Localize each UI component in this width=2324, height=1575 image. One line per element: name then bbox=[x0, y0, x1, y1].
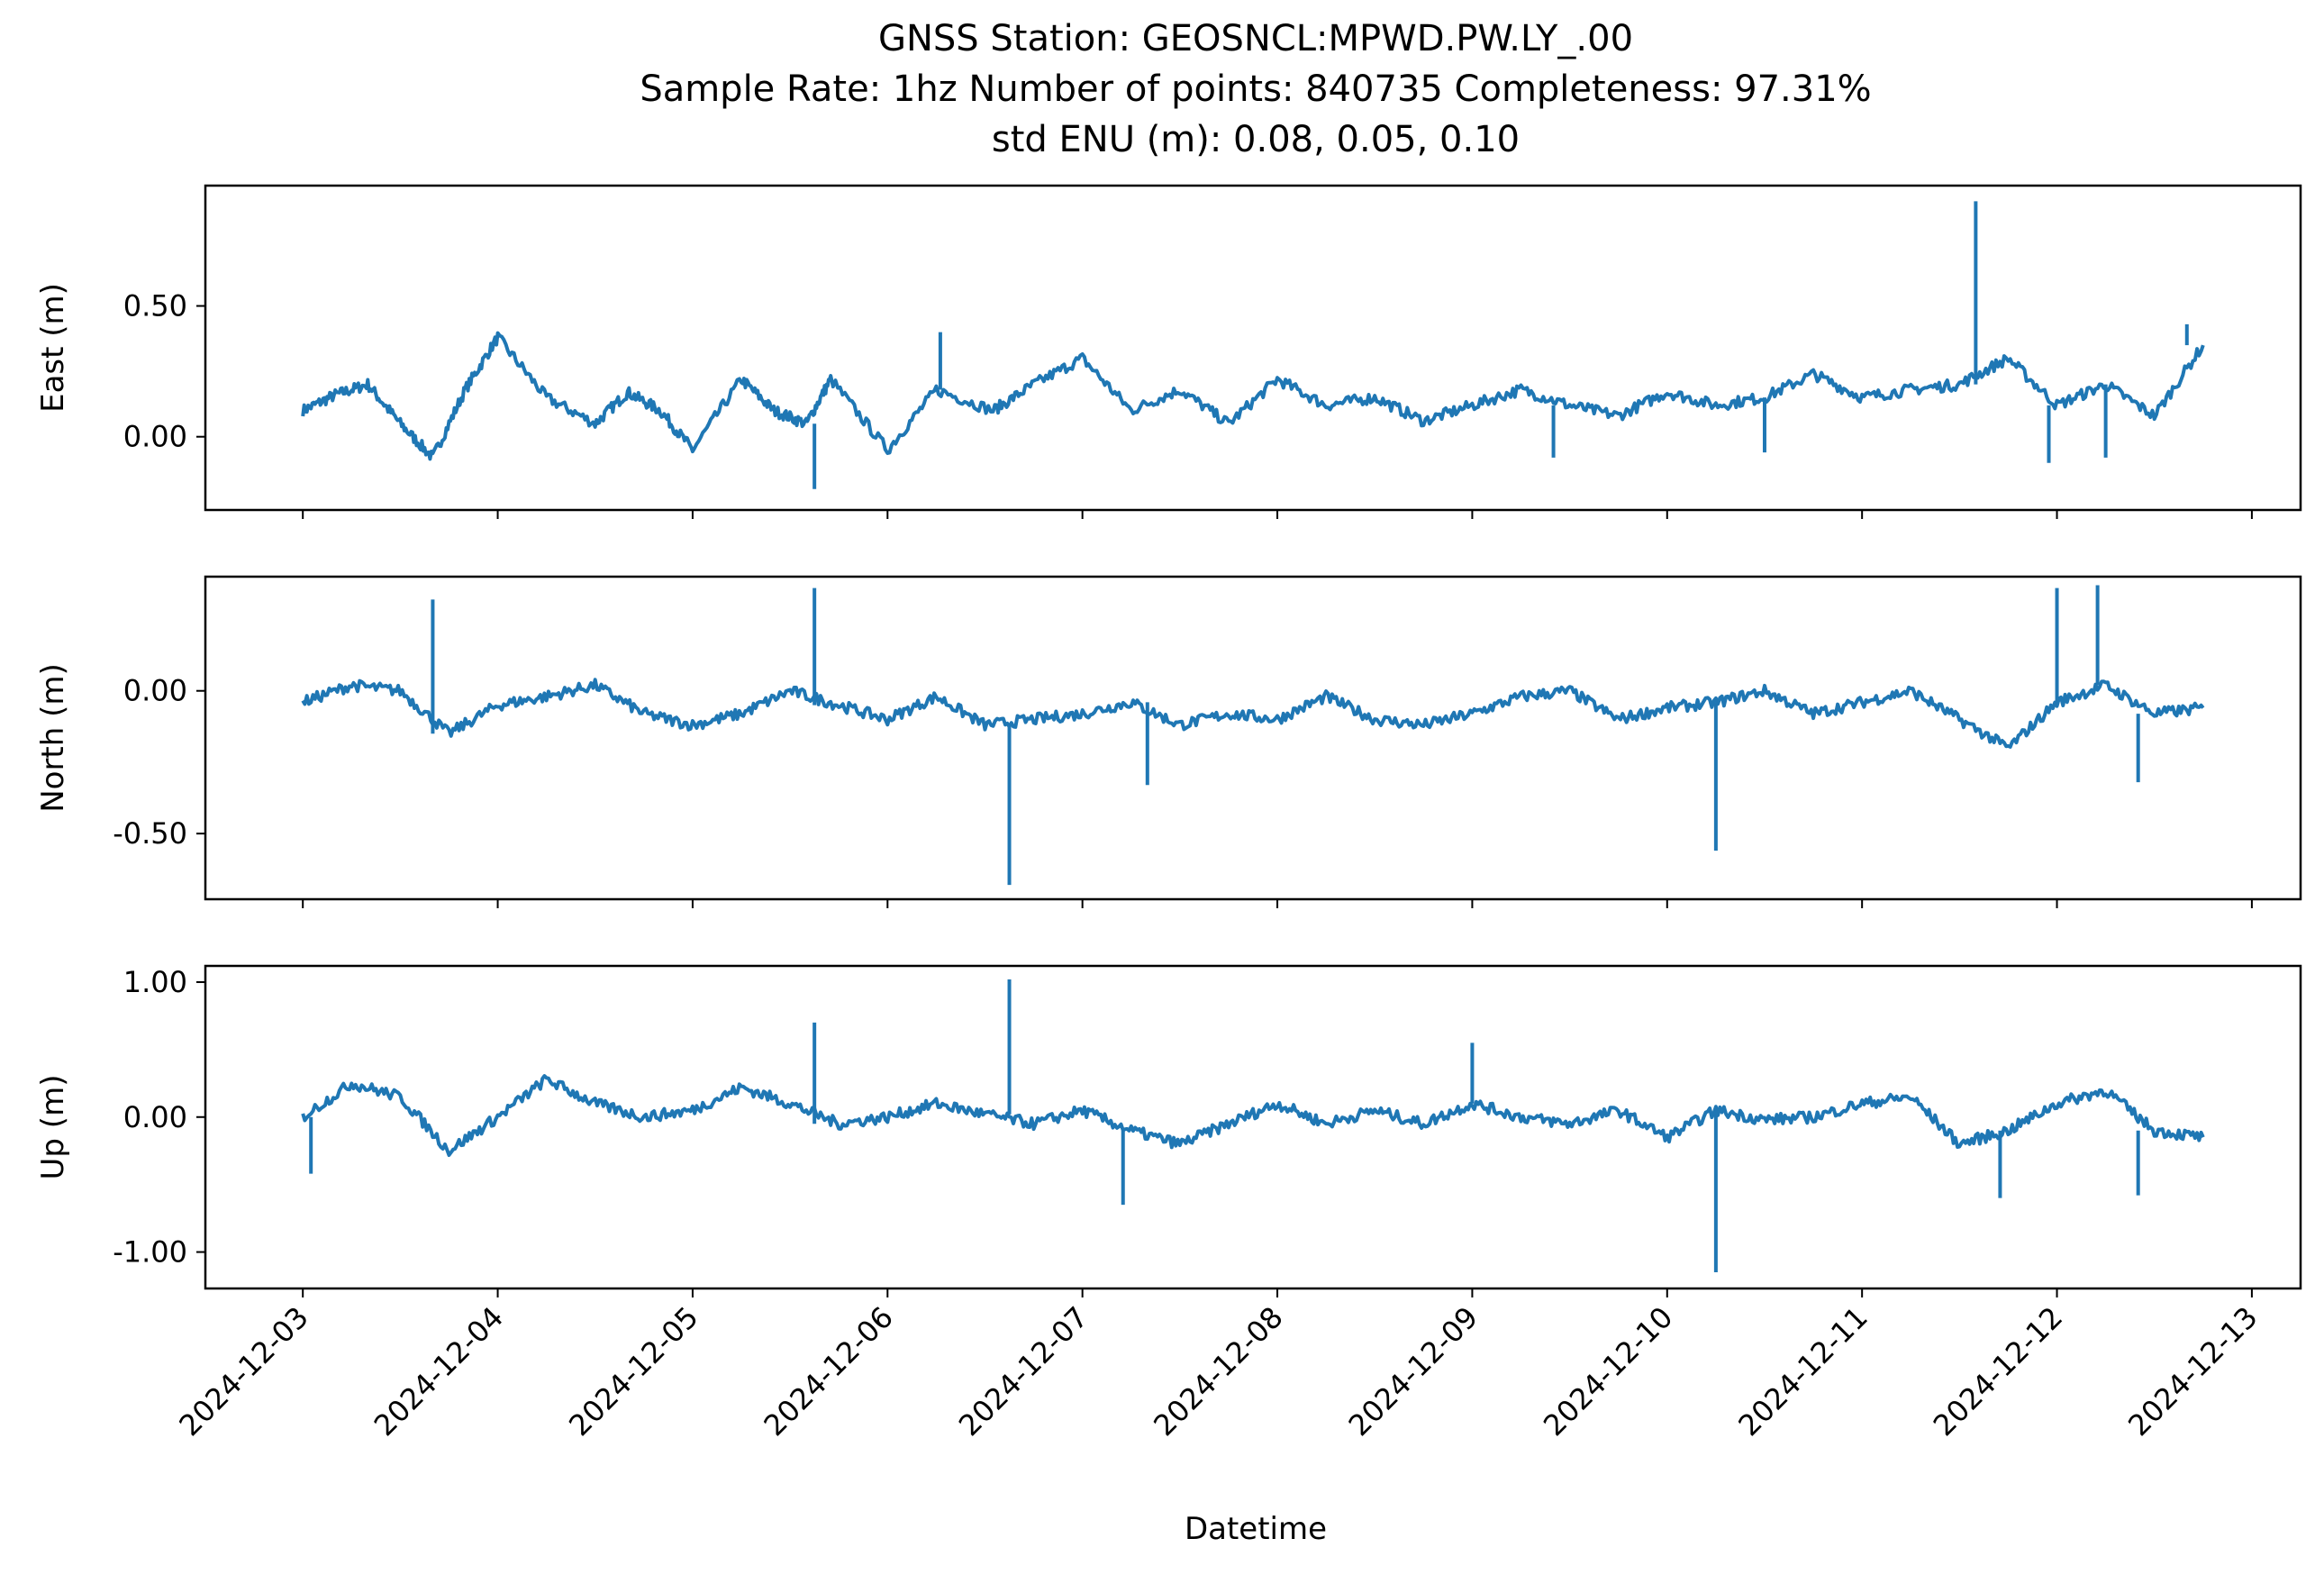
plot-frame bbox=[204, 184, 2302, 512]
series-line bbox=[301, 678, 2205, 749]
y-axis-label: East (m) bbox=[35, 283, 71, 413]
y-tick-label: 0.00 bbox=[123, 1100, 187, 1134]
subplot-3: 1.00 0.00 -1.00 Up (m) bbox=[35, 964, 2302, 1297]
y-tick-label: 0.50 bbox=[123, 289, 187, 323]
y-tick-label: -0.50 bbox=[113, 816, 187, 851]
series-line bbox=[301, 1074, 2205, 1157]
subplot-1: 0.00 0.50 East (m) bbox=[35, 184, 2302, 519]
y-tick-label: -1.00 bbox=[113, 1235, 187, 1270]
y-axis-label: Up (m) bbox=[35, 1075, 71, 1180]
y-axis-label: North (m) bbox=[35, 663, 71, 813]
y-tick-label: 0.00 bbox=[123, 674, 187, 708]
y-tick-label: 1.00 bbox=[123, 965, 187, 999]
plot-frame bbox=[204, 964, 2302, 1290]
figure-title-line-1: GNSS Station: GEOSNCL:MPWD.PW.LY_.00 bbox=[878, 18, 1633, 59]
figure-title-line-2: Sample Rate: 1hz Number of points: 84073… bbox=[640, 68, 1871, 110]
plot-frame bbox=[204, 575, 2302, 901]
y-tick-label: 0.00 bbox=[123, 420, 187, 454]
x-axis-label: Datetime bbox=[1185, 1511, 1327, 1547]
subplot-panels: 0.00 0.50 East (m) 0.00 -0.50 North (m) 1.00 0.… bbox=[35, 184, 2302, 1297]
figure-title-line-3: std ENU (m): 0.08, 0.05, 0.10 bbox=[992, 119, 1520, 160]
series-line bbox=[301, 331, 2205, 461]
subplot-2: 0.00 -0.50 North (m) bbox=[35, 575, 2302, 908]
